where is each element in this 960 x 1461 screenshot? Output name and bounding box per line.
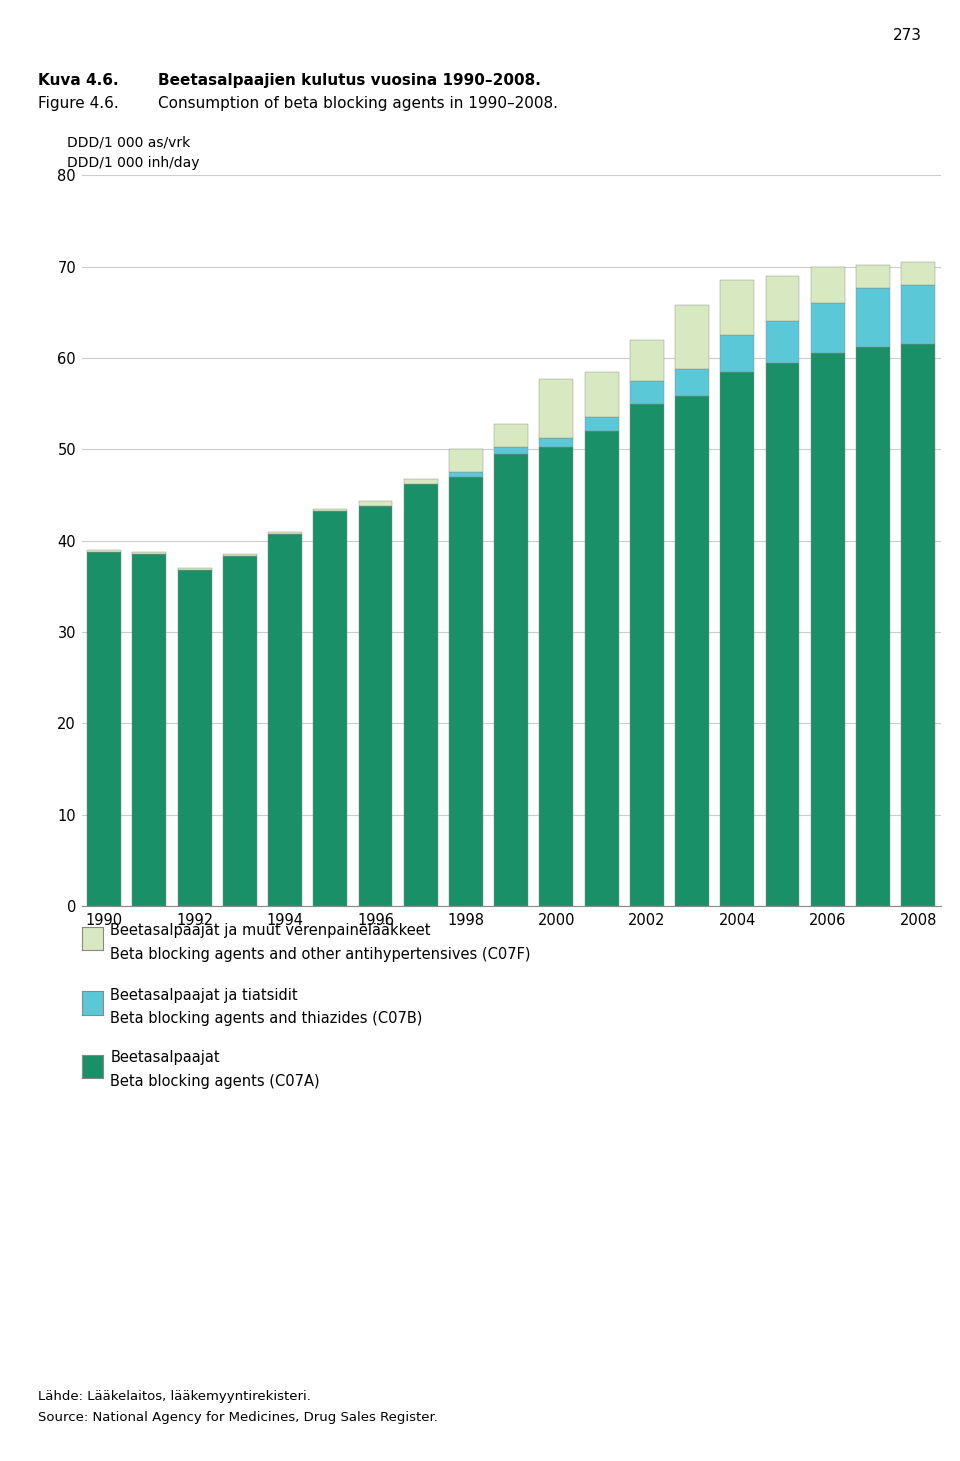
Text: DDD/1 000 inh/day: DDD/1 000 inh/day [67,156,200,171]
Bar [223,554,257,557]
Bar [359,501,393,506]
Bar [223,557,257,906]
Text: Lähde: Lääkelaitos, lääkemyyntirekisteri.: Lähde: Lääkelaitos, lääkemyyntirekisteri… [38,1389,311,1403]
Bar [494,454,528,906]
Bar [449,472,483,476]
Text: DDD/1 000 as/vrk: DDD/1 000 as/vrk [67,136,190,150]
Bar [901,262,935,285]
Bar [765,321,800,362]
Bar [313,508,348,511]
Bar [449,450,483,472]
Bar [359,506,393,906]
Text: Beetasalpaajat ja tiatsidit: Beetasalpaajat ja tiatsidit [110,988,298,1002]
Bar [585,431,618,906]
Bar [540,438,573,447]
Bar [675,396,709,906]
Bar [720,371,755,906]
Text: Figure 4.6.: Figure 4.6. [38,96,119,111]
Bar [765,362,800,906]
Bar [856,346,890,906]
Bar [87,549,121,552]
Bar [675,305,709,370]
Text: Beta blocking agents (C07A): Beta blocking agents (C07A) [110,1074,320,1088]
Text: 273: 273 [893,28,922,42]
Bar [720,281,755,335]
Text: Beta blocking agents and thiazides (C07B): Beta blocking agents and thiazides (C07B… [110,1011,422,1026]
Text: Beetasalpaajien kulutus vuosina 1990–2008.: Beetasalpaajien kulutus vuosina 1990–200… [158,73,541,88]
Bar [313,511,348,906]
Bar [404,484,438,906]
Bar [675,368,709,396]
Bar [268,535,302,906]
Bar [494,424,528,447]
Bar [765,276,800,321]
Bar [494,447,528,454]
Bar [540,447,573,906]
Bar [178,570,211,906]
Bar [811,304,845,354]
Bar [811,354,845,906]
Bar [856,288,890,346]
Bar [132,552,166,554]
Bar [540,378,573,438]
Text: Source: National Agency for Medicines, Drug Sales Register.: Source: National Agency for Medicines, D… [38,1411,439,1424]
Bar [87,552,121,906]
Bar [901,345,935,906]
Bar [856,264,890,288]
Bar [630,339,663,381]
Text: Beetasalpaajat: Beetasalpaajat [110,1050,220,1065]
Bar [585,418,618,431]
Text: Beetasalpaajat ja muut verenpainelääkkeet: Beetasalpaajat ja muut verenpainelääkkee… [110,923,431,938]
Bar [449,476,483,906]
Bar [811,266,845,302]
Text: Kuva 4.6.: Kuva 4.6. [38,73,119,88]
Text: Consumption of beta blocking agents in 1990–2008.: Consumption of beta blocking agents in 1… [158,96,559,111]
Bar [268,532,302,535]
Bar [585,371,618,418]
Bar [178,568,211,570]
Bar [404,479,438,484]
Bar [630,381,663,403]
Text: Beta blocking agents and other antihypertensives (C07F): Beta blocking agents and other antihyper… [110,947,531,961]
Bar [132,554,166,906]
Bar [630,403,663,906]
Bar [720,335,755,371]
Bar [901,285,935,345]
